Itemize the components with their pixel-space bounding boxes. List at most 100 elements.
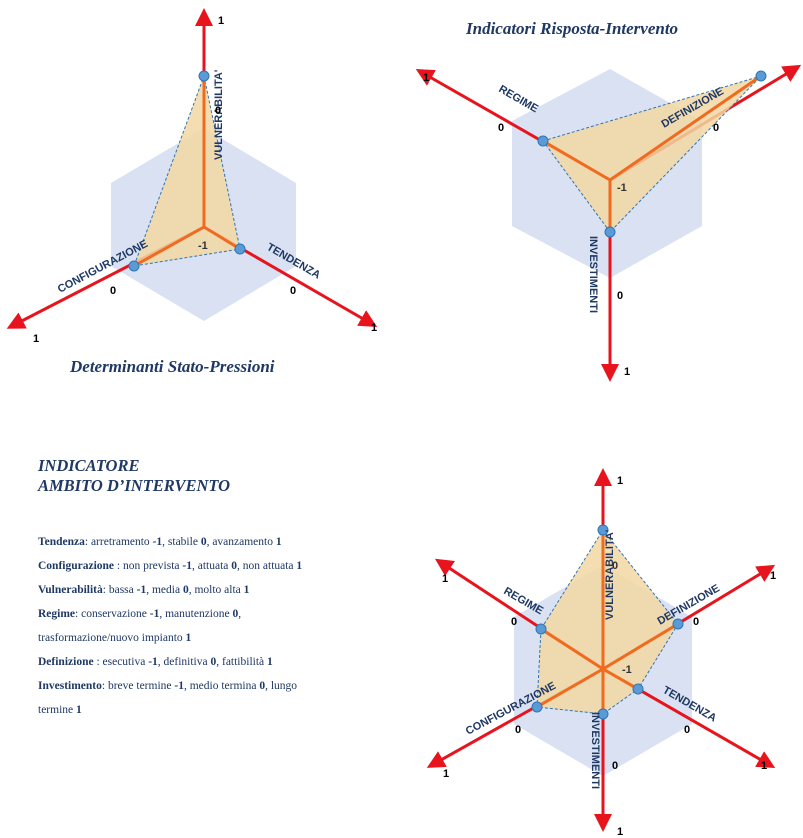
legend-value: 1 bbox=[243, 584, 250, 596]
legend-value: 0 bbox=[182, 584, 189, 596]
inner-axis-tendenza bbox=[602, 667, 639, 691]
inner-axis-regime bbox=[542, 139, 611, 182]
value-area bbox=[133, 74, 241, 267]
legend-title: INDICATORE AMBITO D’INTERVENTO bbox=[38, 456, 230, 496]
label-regime: REGIME bbox=[497, 83, 541, 115]
tick-one-vulnerabilita: 1 bbox=[617, 475, 623, 487]
chart-title: Determinanti Stato-Pressioni bbox=[69, 357, 275, 376]
legend-value: 1 bbox=[275, 536, 282, 548]
legend-list: Tendenza: arretramento -1, stabile 0, av… bbox=[38, 530, 393, 722]
tick-one-investimenti: 1 bbox=[617, 826, 623, 838]
center-label: -1 bbox=[622, 664, 632, 676]
legend-text: , media bbox=[146, 584, 183, 596]
center-label: -1 bbox=[198, 240, 208, 252]
legend-row-regime-cont: trasformazione/nuovo impianto 1 bbox=[38, 626, 393, 650]
legend-text: : bassa bbox=[102, 584, 137, 596]
legend-value: -1 bbox=[152, 536, 163, 548]
point-tendenza bbox=[234, 243, 246, 255]
legend-value: 1 bbox=[267, 656, 273, 668]
legend-value: -1 bbox=[174, 680, 184, 692]
tick-one-tendenza: 1 bbox=[761, 760, 767, 772]
label-vulnerabilita: VULNERABILITA' bbox=[604, 529, 616, 620]
label-investimenti: INVESTIMENTI bbox=[589, 712, 601, 789]
legend-text: , attuata bbox=[191, 560, 232, 572]
legend-text: , bbox=[238, 608, 242, 620]
inner-axis-regime bbox=[540, 627, 604, 671]
legend-text: , medio termina bbox=[183, 680, 260, 692]
tick-zero-vulnerabilita: 0 bbox=[215, 105, 221, 117]
legend-value: -1 bbox=[182, 560, 192, 572]
legend-text: , stabile bbox=[162, 536, 201, 548]
legend-text: : non prevista bbox=[114, 560, 183, 572]
point-definizione bbox=[672, 618, 684, 630]
legend-value: 0 bbox=[259, 680, 266, 692]
tick-one-regime: 1 bbox=[423, 72, 429, 84]
point-definizione bbox=[755, 70, 767, 82]
tick-one-definizione: 1 bbox=[770, 570, 776, 582]
tick-zero-definizione: 0 bbox=[713, 122, 719, 134]
legend-row-investimento: Investimento: breve termine -1, medio te… bbox=[38, 674, 393, 698]
legend-text: : esecutiva bbox=[93, 656, 149, 668]
inner-axis-definizione bbox=[609, 74, 762, 182]
legend-name: Vulnerabilità bbox=[38, 584, 103, 596]
legend-value: -1 bbox=[149, 608, 160, 620]
legend-name: Investimento bbox=[38, 680, 102, 692]
legend-text: termine bbox=[38, 704, 76, 716]
legend-row-regime: Regime: conservazione -1, manutenzione 0… bbox=[38, 602, 393, 626]
tick-zero-configurazione: 0 bbox=[110, 285, 116, 297]
legend-text: , manutenzione bbox=[159, 608, 233, 620]
inner-axis-configurazione bbox=[133, 225, 205, 268]
tick-one-regime: 1 bbox=[442, 573, 448, 585]
center-label: -1 bbox=[617, 182, 627, 194]
legend-value: 1 bbox=[185, 632, 192, 644]
point-regime bbox=[535, 623, 547, 635]
point-vulnerabilita bbox=[597, 524, 609, 536]
tick-one-configurazione: 1 bbox=[33, 333, 39, 345]
point-configurazione bbox=[128, 260, 140, 272]
chart-risposta-intervento: REGIME DEFINIZIONE INVESTIMENTI 1 0 0 0 … bbox=[415, 19, 802, 382]
tick-zero-tendenza: 0 bbox=[684, 724, 690, 736]
legend-text: trasformazione/nuovo impianto bbox=[38, 632, 186, 644]
legend-row-tendenza: Tendenza: arretramento -1, stabile 0, av… bbox=[38, 530, 393, 554]
tick-zero-investimenti: 0 bbox=[617, 290, 623, 302]
tick-zero-definizione: 0 bbox=[693, 616, 699, 628]
legend-name: Definizione bbox=[38, 656, 94, 668]
point-investimenti bbox=[604, 226, 616, 238]
tick-one-investimenti: 1 bbox=[624, 366, 630, 378]
point-vulnerabilita bbox=[198, 70, 210, 82]
point-configurazione bbox=[531, 701, 543, 713]
legend-name: Configurazione bbox=[38, 560, 115, 572]
legend-text: , fattibilità bbox=[216, 656, 268, 668]
tick-zero-investimenti: 0 bbox=[612, 760, 618, 772]
legend-value: 1 bbox=[76, 704, 82, 716]
point-investimenti bbox=[597, 708, 609, 720]
legend-text: : conservazione bbox=[75, 608, 150, 620]
label-vulnerabilita: VULNERABILITA' bbox=[213, 69, 225, 160]
legend-row-investimento-cont: termine 1 bbox=[38, 698, 393, 722]
legend-value: 0 bbox=[210, 656, 217, 668]
chart-combined: VULNERABILITA' DEFINIZIONE TENDENZA INVE… bbox=[426, 468, 776, 838]
legend-row-definizione: Definizione : esecutiva -1, definitiva 0… bbox=[38, 650, 393, 674]
legend-title-line2: AMBITO D’INTERVENTO bbox=[38, 476, 231, 495]
legend-text: , lungo bbox=[265, 680, 298, 692]
legend-value: 0 bbox=[231, 560, 238, 572]
tick-zero-vulnerabilita: 0 bbox=[612, 560, 618, 572]
tick-zero-regime: 0 bbox=[511, 616, 517, 628]
point-tendenza bbox=[632, 683, 644, 695]
inner-axis-configurazione bbox=[536, 667, 604, 709]
inner-axis-tendenza bbox=[203, 225, 241, 251]
legend-value: -1 bbox=[148, 656, 158, 668]
tick-zero-regime: 0 bbox=[498, 122, 504, 134]
inner-axis-definizione bbox=[602, 622, 679, 671]
legend-name: Tendenza bbox=[38, 536, 85, 548]
chart-title: Indicatori Risposta-Intervento bbox=[465, 19, 678, 38]
legend-row-vulnerabilita: Vulnerabilità: bassa -1, media 0, molto … bbox=[38, 578, 393, 602]
chart-stato-pressioni: VULNERABILITA' TENDENZA CONFIGURAZIONE 1… bbox=[6, 8, 378, 376]
label-investimenti: INVESTIMENTI bbox=[587, 236, 599, 313]
legend-value: -1 bbox=[136, 584, 147, 596]
legend-text: , definitiva bbox=[157, 656, 211, 668]
legend-value: 0 bbox=[200, 536, 207, 548]
legend-text: , non attuata bbox=[237, 560, 297, 572]
tick-zero-configurazione: 0 bbox=[515, 724, 521, 736]
